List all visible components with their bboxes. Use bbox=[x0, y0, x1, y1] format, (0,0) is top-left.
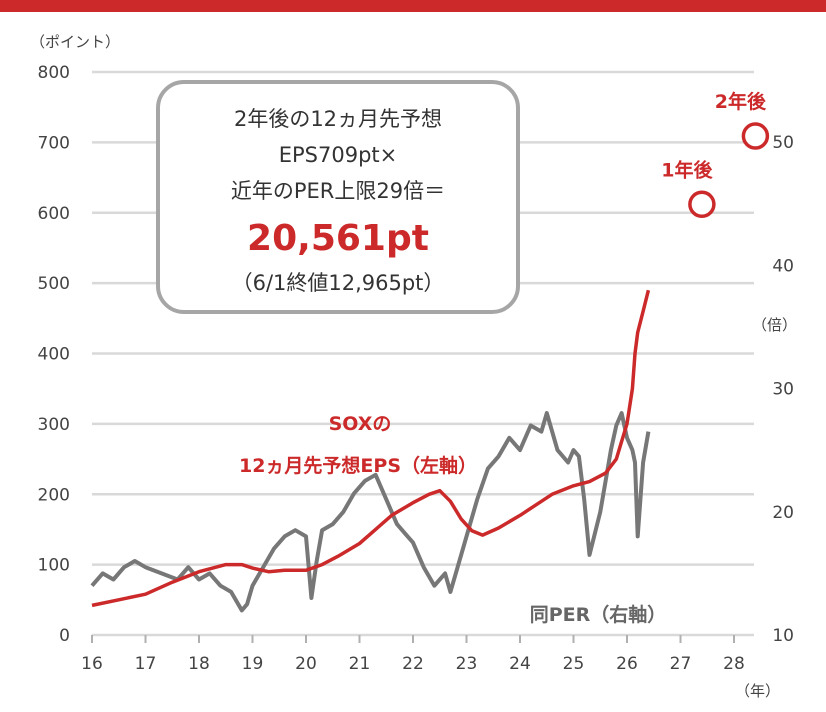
left-axis-ticks: 0 100 200 300 400 500 600 700 800 bbox=[38, 63, 70, 646]
left-tick-label: 700 bbox=[38, 133, 70, 153]
left-tick-label: 0 bbox=[59, 626, 70, 646]
x-tick-label: 27 bbox=[670, 654, 692, 674]
callout-frame bbox=[156, 80, 520, 314]
left-tick-label: 400 bbox=[38, 345, 70, 365]
callout-line3: 近年のPER上限29倍＝ bbox=[231, 179, 445, 203]
right-tick-label: 30 bbox=[772, 380, 794, 400]
right-tick-label: 50 bbox=[772, 133, 794, 153]
forecast-point-1 bbox=[688, 190, 716, 219]
callout-note: （6/1終値12,965pt） bbox=[232, 271, 445, 295]
left-tick-label: 800 bbox=[38, 63, 70, 83]
left-tick-label: 500 bbox=[38, 274, 70, 294]
forecast-point-label-1: 1年後 bbox=[661, 158, 713, 181]
left-tick-label: 300 bbox=[38, 415, 70, 435]
top-accent-bar bbox=[0, 0, 826, 12]
right-axis-unit: （倍） bbox=[752, 316, 797, 334]
x-tick-label: 16 bbox=[81, 654, 103, 674]
per-series-line bbox=[90, 411, 651, 613]
x-tick-label: 18 bbox=[188, 654, 210, 674]
left-axis-unit: （ポイント） bbox=[30, 33, 120, 51]
eps-series-label-line1: SOXの bbox=[329, 413, 392, 435]
x-tick-label: 28 bbox=[723, 654, 745, 674]
x-tick-label: 22 bbox=[402, 654, 424, 674]
left-tick-label: 100 bbox=[38, 556, 70, 576]
per-series-label: 同PER（右軸） bbox=[530, 603, 667, 626]
x-tick-label: 26 bbox=[616, 654, 638, 674]
x-tick-label: 21 bbox=[349, 654, 371, 674]
callout-value: 20,561pt bbox=[247, 218, 429, 259]
x-tick-label: 17 bbox=[135, 654, 157, 674]
callout-box: 2年後の12ヵ月先予想 EPS709pt× 近年のPER上限29倍＝ 20,56… bbox=[156, 80, 520, 314]
right-tick-label: 20 bbox=[772, 503, 794, 523]
right-tick-label: 10 bbox=[772, 626, 794, 646]
right-axis-ticks: 10 20 30 40 50 bbox=[772, 133, 794, 646]
x-tick-label: 20 bbox=[295, 654, 317, 674]
callout-line2: EPS709pt× bbox=[279, 143, 398, 167]
eps-series-line bbox=[91, 289, 651, 608]
left-tick-label: 200 bbox=[38, 485, 70, 505]
x-axis-ticks: 16 17 18 19 20 21 22 23 24 25 26 27 28 bbox=[81, 635, 745, 674]
forecast-point-2 bbox=[741, 122, 770, 150]
x-tick-label: 23 bbox=[456, 654, 478, 674]
forecast-points: 1年後 2年後 bbox=[661, 90, 770, 219]
right-tick-label: 40 bbox=[772, 256, 794, 276]
eps-series-label-line2: 12ヵ月先予想EPS（左軸） bbox=[239, 454, 477, 477]
left-tick-label: 600 bbox=[38, 204, 70, 224]
x-tick-label: 24 bbox=[509, 654, 531, 674]
x-tick-label: 25 bbox=[563, 654, 585, 674]
forecast-point-label-2: 2年後 bbox=[715, 90, 767, 113]
x-axis-unit: （年） bbox=[735, 682, 780, 700]
callout-line1: 2年後の12ヵ月先予想 bbox=[234, 107, 442, 131]
x-tick-label: 19 bbox=[242, 654, 264, 674]
